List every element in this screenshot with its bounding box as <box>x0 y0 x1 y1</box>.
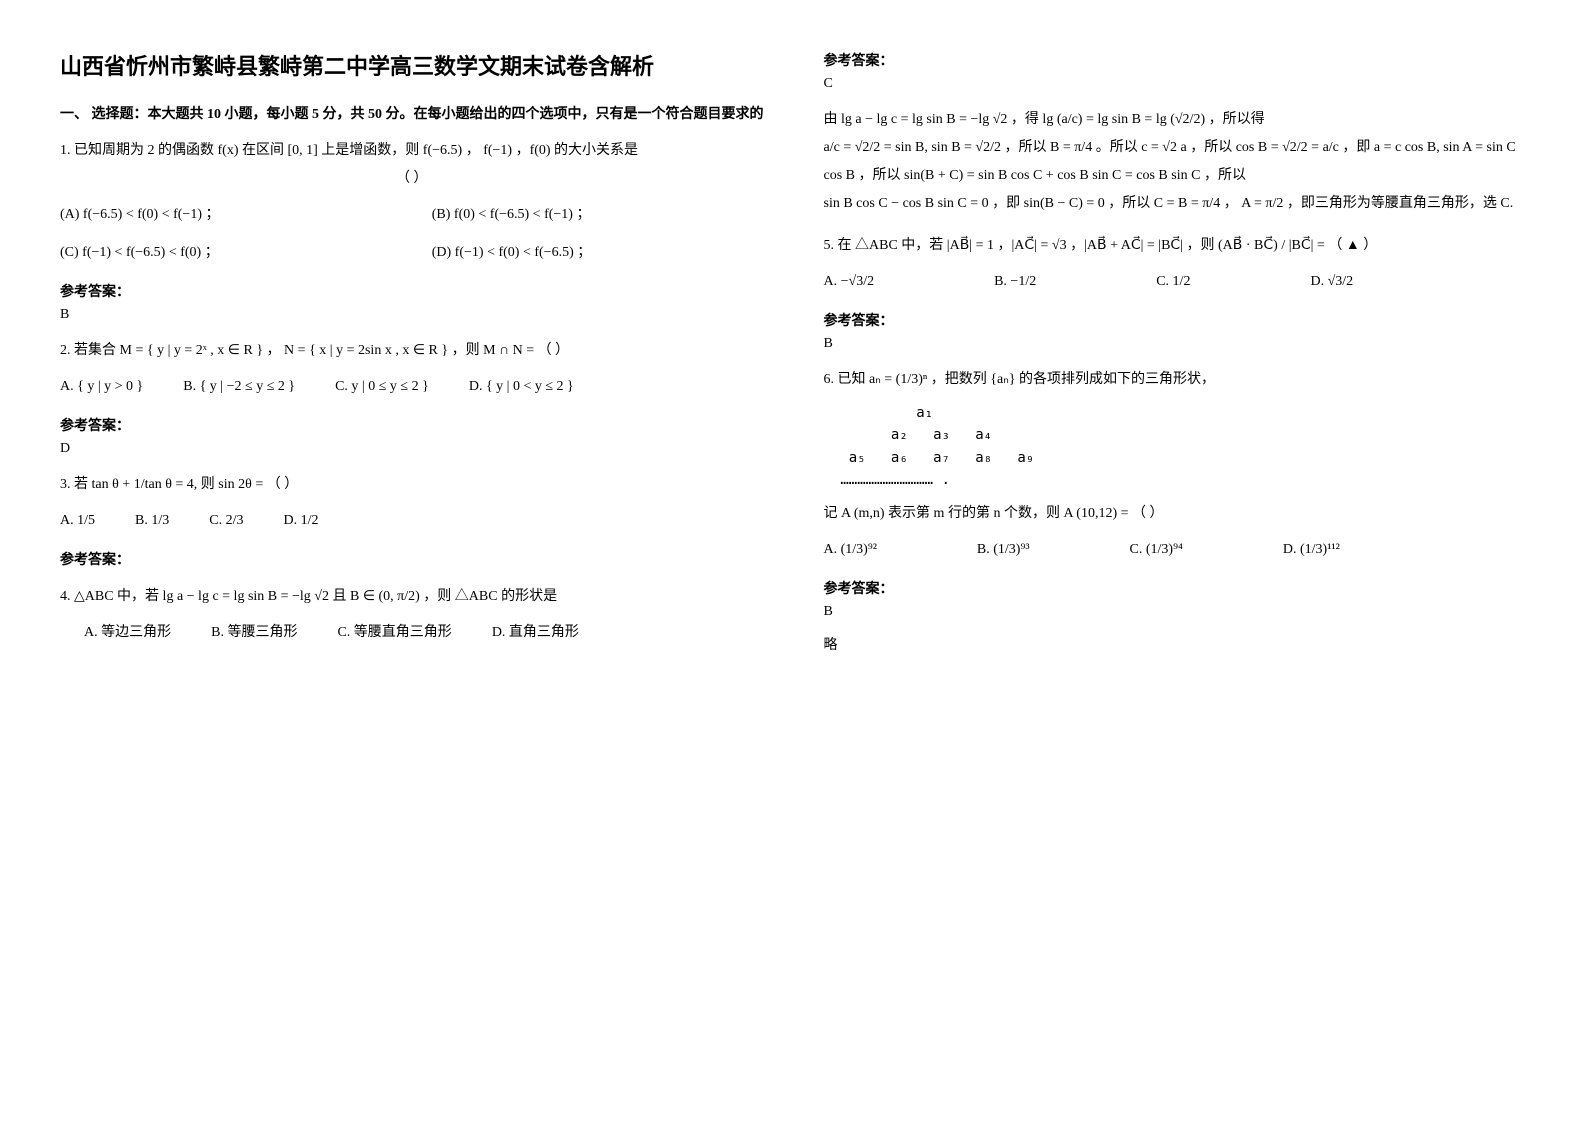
question-2: 2. 若集合 M = { y | y = 2ˣ , x ∈ R } ， N = … <box>60 337 764 401</box>
question-1: 1. 已知周期为 2 的偶函数 f(x) 在区间 [0, 1] 上是增函数，则 … <box>60 137 764 267</box>
right-column: 参考答案： C 由 lg a − lg c = lg sin B = −lg √… <box>824 40 1528 661</box>
q3-opt-d: D. 1/2 <box>283 507 318 535</box>
q5-opt-d: D. √3/2 <box>1310 268 1353 296</box>
q5-stem: 5. 在 △ABC 中，若 |AB⃗| = 1 ，|AC⃗| = √3 ，|AB… <box>824 232 1528 260</box>
q2-opt-a: A. { y | y > 0 } <box>60 373 143 401</box>
question-5: 5. 在 △ABC 中，若 |AB⃗| = 1 ，|AC⃗| = √3 ，|AB… <box>824 232 1528 296</box>
q1-opt-d: (D) f(−1) < f(0) < f(−6.5) ； <box>432 239 764 267</box>
q1-ans-label: 参考答案： <box>60 281 764 301</box>
q2-stem: 2. 若集合 M = { y | y = 2ˣ , x ∈ R } ， N = … <box>60 337 764 365</box>
q1-stem: 1. 已知周期为 2 的偶函数 f(x) 在区间 [0, 1] 上是增函数，则 … <box>60 137 764 165</box>
q4-expl-2: a/c = √2/2 = sin B, sin B = √2/2 ，所以 B =… <box>824 134 1528 190</box>
q5-opt-b: B. −1/2 <box>994 268 1036 296</box>
q6-stem: 6. 已知 aₙ = (1/3)ⁿ ，把数列 {aₙ} 的各项排列成如下的三角形… <box>824 366 1528 394</box>
q2-ans: D <box>60 441 764 457</box>
section-1-heading: 一、 选择题：本大题共 10 小题，每小题 5 分，共 50 分。在每小题给出的… <box>60 103 764 123</box>
q6-ans: B <box>824 604 1528 620</box>
q3-stem: 3. 若 tan θ + 1/tan θ = 4, 则 sin 2θ = （ ） <box>60 471 764 499</box>
q6-extra: 略 <box>824 634 1528 654</box>
q6-opt-c: C. (1/3)⁹⁴ <box>1130 536 1183 564</box>
q5-opt-c: C. 1/2 <box>1156 268 1190 296</box>
q4-opt-d: D. 直角三角形 <box>492 619 579 647</box>
exam-title: 山西省忻州市繁峙县繁峙第二中学高三数学文期末试卷含解析 <box>60 50 764 83</box>
q1-opt-a: (A) f(−6.5) < f(0) < f(−1) ； <box>60 201 392 229</box>
q1-opt-b: (B) f(0) < f(−6.5) < f(−1) ； <box>432 201 764 229</box>
q4-explanation: 由 lg a − lg c = lg sin B = −lg √2 ，得 lg … <box>824 106 1528 218</box>
q4-expl-1: 由 lg a − lg c = lg sin B = −lg √2 ，得 lg … <box>824 106 1528 134</box>
q2-opt-d: D. { y | 0 < y ≤ 2 } <box>469 373 574 401</box>
q6-opt-b: B. (1/3)⁹³ <box>977 536 1030 564</box>
q6-triangle: a₁ a₂ a₃ a₄ a₅ a₆ a₇ a₈ a₉ …………………………… . <box>824 402 1528 492</box>
q2-opt-c: C. y | 0 ≤ y ≤ 2 } <box>335 373 429 401</box>
q2-opt-b: B. { y | −2 ≤ y ≤ 2 } <box>183 373 295 401</box>
q5-ans-label: 参考答案： <box>824 310 1528 330</box>
q5-ans: B <box>824 336 1528 352</box>
question-6: 6. 已知 aₙ = (1/3)ⁿ ，把数列 {aₙ} 的各项排列成如下的三角形… <box>824 366 1528 564</box>
question-4: 4. △ABC 中，若 lg a − lg c = lg sin B = −lg… <box>60 583 764 647</box>
q4-expl-3: sin B cos C − cos B sin C = 0 ，即 sin(B −… <box>824 190 1528 218</box>
q6-opt-a: A. (1/3)⁹² <box>824 536 877 564</box>
q2-ans-label: 参考答案： <box>60 415 764 435</box>
q6-ans-label: 参考答案： <box>824 578 1528 598</box>
q4-ans-label: 参考答案： <box>824 50 1528 70</box>
q6-stem2: 记 A (m,n) 表示第 m 行的第 n 个数，则 A (10,12) = （… <box>824 500 1528 528</box>
question-3: 3. 若 tan θ + 1/tan θ = 4, 则 sin 2θ = （ ）… <box>60 471 764 535</box>
q1-ans: B <box>60 307 764 323</box>
q3-opt-a: A. 1/5 <box>60 507 95 535</box>
q1-paren: （ ） <box>60 165 764 193</box>
left-column: 山西省忻州市繁峙县繁峙第二中学高三数学文期末试卷含解析 一、 选择题：本大题共 … <box>60 40 764 661</box>
q4-opt-c: C. 等腰直角三角形 <box>337 619 451 647</box>
q4-opt-b: B. 等腰三角形 <box>211 619 297 647</box>
q4-stem: 4. △ABC 中，若 lg a − lg c = lg sin B = −lg… <box>60 583 764 611</box>
q4-ans: C <box>824 76 1528 92</box>
q6-opt-d: D. (1/3)¹¹² <box>1283 536 1340 564</box>
q3-ans-label: 参考答案： <box>60 549 764 569</box>
q1-opt-c: (C) f(−1) < f(−6.5) < f(0) ； <box>60 239 392 267</box>
q3-opt-c: C. 2/3 <box>209 507 243 535</box>
q3-opt-b: B. 1/3 <box>135 507 169 535</box>
q4-opt-a: A. 等边三角形 <box>84 619 171 647</box>
q5-opt-a: A. −√3/2 <box>824 268 875 296</box>
